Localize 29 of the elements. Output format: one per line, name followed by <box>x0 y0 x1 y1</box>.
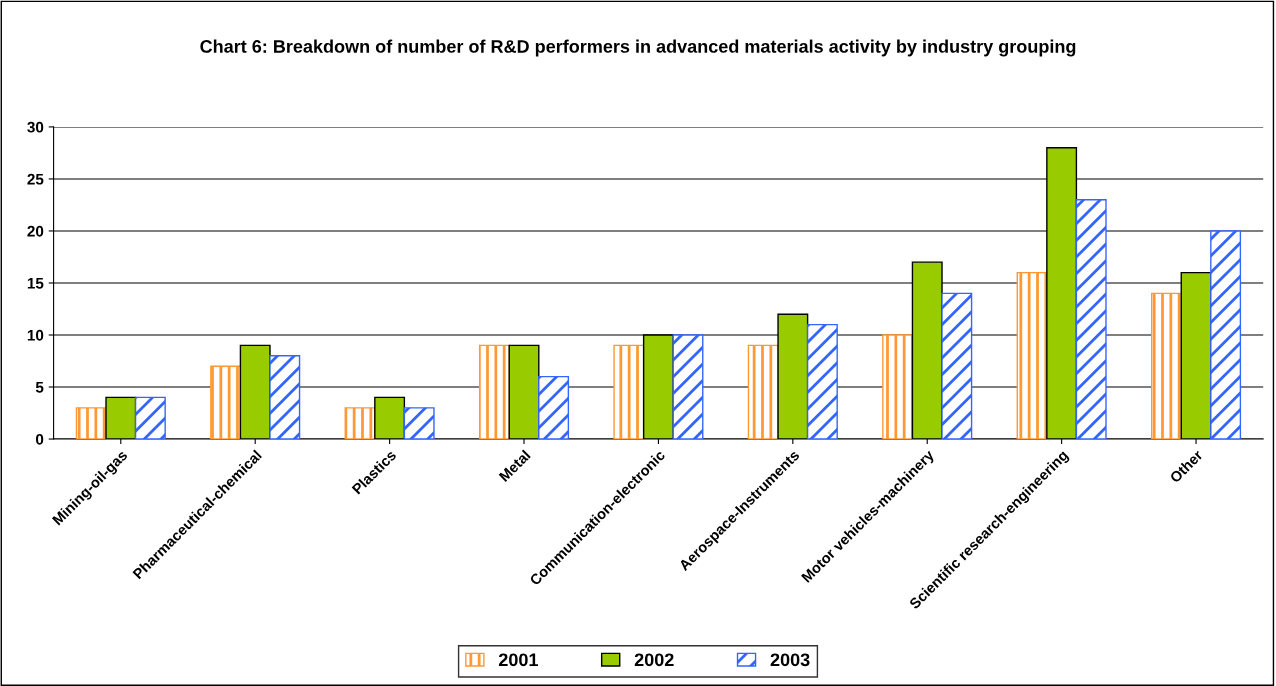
y-tick-label: 25 <box>27 173 44 185</box>
bar <box>806 323 838 440</box>
y-tick-label: 15 <box>27 278 44 289</box>
bar <box>538 375 570 440</box>
y-tick-label: 10 <box>27 329 44 341</box>
bar <box>134 396 166 440</box>
bar <box>1016 271 1048 440</box>
bar <box>1210 230 1242 440</box>
y-tick-label: 0 <box>35 433 44 445</box>
bar <box>269 355 301 440</box>
y-tick-label: 20 <box>27 225 44 237</box>
bar <box>344 407 376 440</box>
bar <box>403 407 435 440</box>
y-tick-label: 5 <box>35 382 44 393</box>
bar <box>672 334 704 440</box>
bar <box>478 344 510 440</box>
bar <box>941 292 973 440</box>
bar <box>1075 199 1107 440</box>
bar <box>747 344 779 440</box>
legend-label: 2002 <box>634 653 674 667</box>
legend-label: 2001 <box>498 653 538 667</box>
bar <box>882 334 914 440</box>
chart-title: Chart 6: Breakdown of number of R&D performers in advanced materials activity by industry grouping <box>200 39 1076 57</box>
legend-label: 2003 <box>770 653 810 667</box>
bar <box>75 407 107 440</box>
y-tick-label: 30 <box>27 121 44 133</box>
bar <box>613 344 645 440</box>
bar <box>210 365 242 440</box>
bar <box>1150 292 1182 440</box>
